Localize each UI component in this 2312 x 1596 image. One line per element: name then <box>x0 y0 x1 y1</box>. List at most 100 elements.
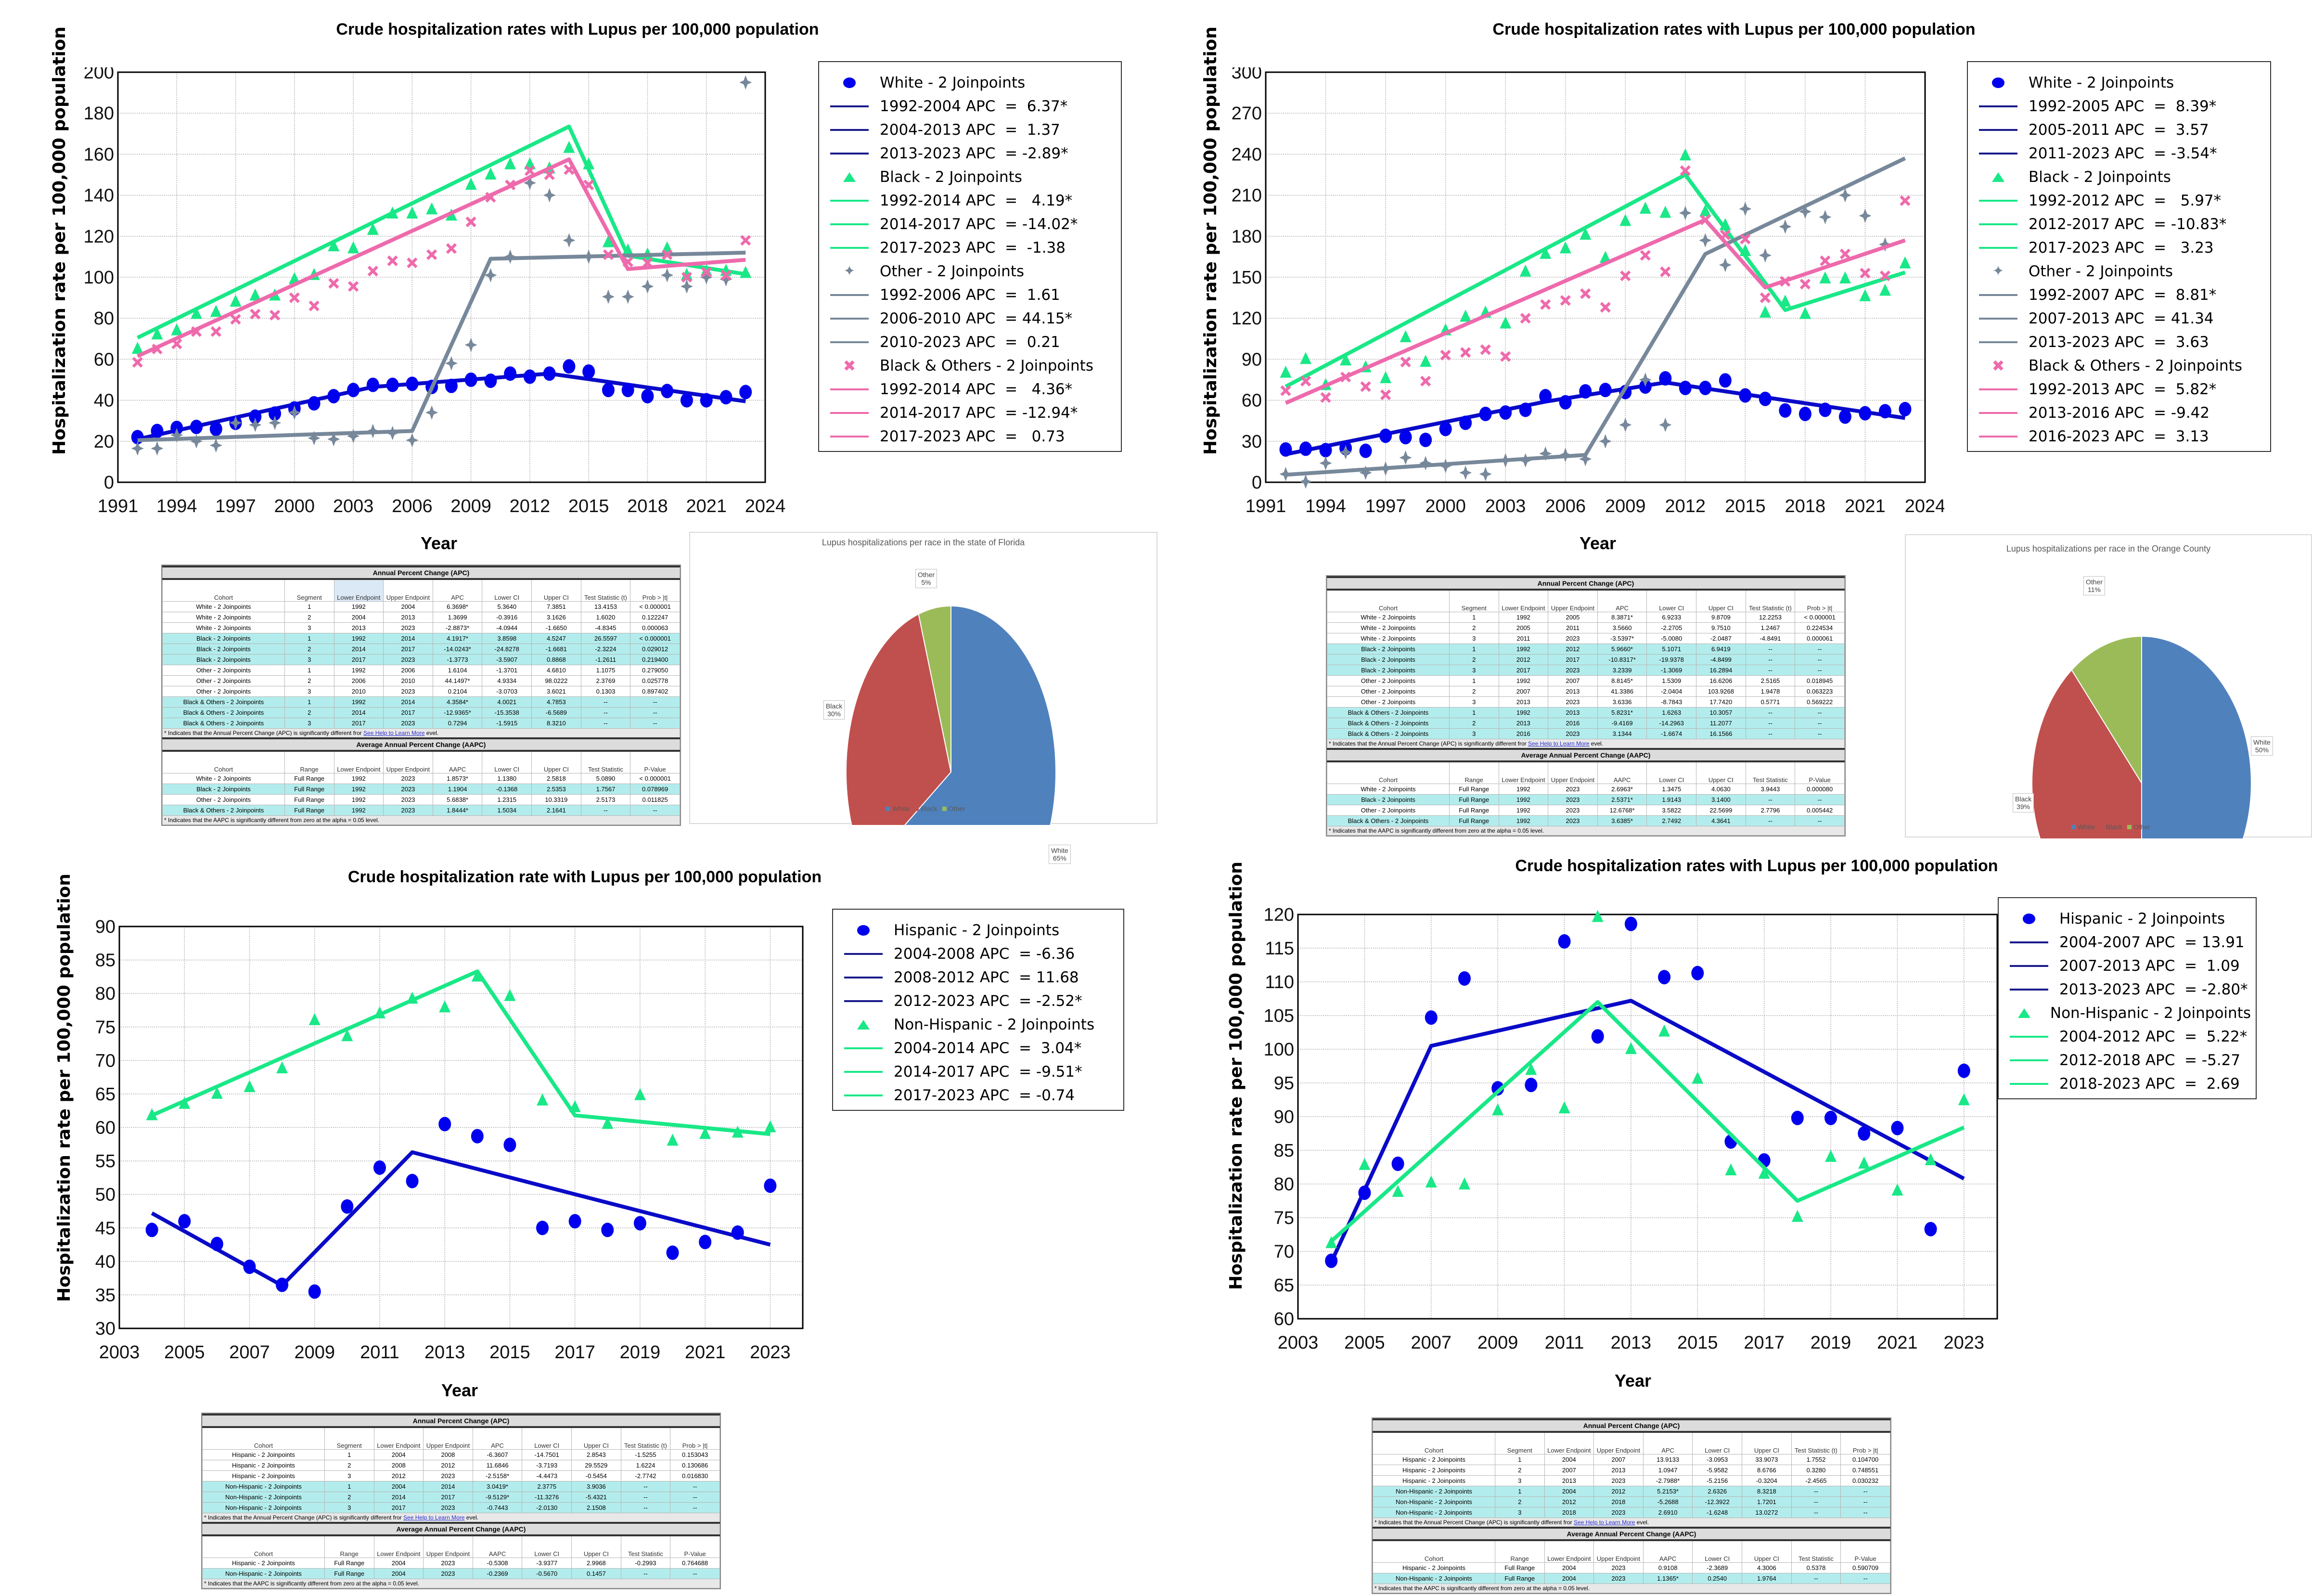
column-header: Upper Endpoint <box>383 750 433 773</box>
data-point <box>1838 409 1851 424</box>
table-cell: 5.6838* <box>432 794 483 805</box>
column-header: Upper CI <box>1742 1540 1792 1563</box>
x-tick-label: 1997 <box>1365 496 1406 516</box>
table-cell: 1 <box>1494 1486 1545 1497</box>
data-point <box>1519 402 1532 417</box>
x-tick-label: 1994 <box>1305 496 1346 516</box>
legend-segment-label: 2017-2023 APC = -1.38 <box>880 239 1066 257</box>
data-point <box>1799 307 1811 319</box>
table-cell: -- <box>1795 728 1845 739</box>
table-cell: 2018 <box>1593 1496 1644 1507</box>
data-point <box>699 1235 712 1249</box>
table-cell: 2005 <box>1498 622 1549 633</box>
line-swatch-icon <box>1977 427 2020 446</box>
column-header: APC <box>1597 589 1647 612</box>
data-point <box>1459 465 1472 480</box>
data-point <box>211 1086 223 1099</box>
aapc-footnote: * Indicates that the AAPC is significant… <box>1327 826 1845 836</box>
table-cell: 2.5818 <box>531 773 581 784</box>
data-point <box>367 266 378 277</box>
table-cell: 2023 <box>383 718 433 729</box>
column-header: Upper CI <box>571 1427 621 1450</box>
data-point <box>1899 402 1912 417</box>
data-point <box>269 309 281 321</box>
table-cell: 2013 <box>1498 696 1549 708</box>
pie-slice-white <box>904 605 1056 825</box>
pie-data-label-white: White 65% <box>1049 845 1071 864</box>
table-cell: Hispanic - 2 Joinpoints <box>202 1460 325 1471</box>
line-swatch-icon <box>828 191 871 210</box>
legend-series-label: White - 2 Joinpoints <box>880 74 1026 91</box>
x-tick-label: 2000 <box>274 496 315 516</box>
circle-marker-icon <box>828 73 871 92</box>
y-tick-label: 160 <box>84 144 114 165</box>
data-point <box>341 1029 353 1042</box>
column-header: Segment <box>1494 1431 1545 1454</box>
data-point <box>1499 453 1512 468</box>
legend-segment: 1992-2013 APC = 5.82* <box>1977 377 2265 401</box>
table-cell: 2004 <box>373 1481 424 1492</box>
table-cell: 2017 <box>1548 654 1598 665</box>
y-tick-label: 20 <box>94 432 114 452</box>
column-header: Lower Endpoint <box>373 1427 424 1450</box>
x-tick-label: 2019 <box>620 1342 661 1363</box>
data-point <box>171 323 183 335</box>
data-point <box>700 393 713 408</box>
see-help-link[interactable]: See Help to Learn More <box>403 1514 465 1521</box>
table-row: Other - 2 Joinpoints 1 1992 2007 8.8145* 1.53… <box>1327 675 1845 686</box>
data-point <box>249 288 261 301</box>
table-cell: Black & Others - 2 Joinpoints <box>1327 728 1450 739</box>
table-row: Non-Hispanic - 2 Joinpoints 1 2004 2014 3.04… <box>202 1481 720 1492</box>
see-help-link[interactable]: See Help to Learn More <box>1528 740 1590 747</box>
table-cell: Full Range <box>1449 815 1499 826</box>
y-tick-label: 70 <box>95 1051 116 1071</box>
data-point <box>622 243 634 256</box>
table-cell: White - 2 Joinpoints <box>162 773 285 784</box>
table-cell: 2 <box>1494 1465 1545 1476</box>
table-cell: Other - 2 Joinpoints <box>1327 686 1450 697</box>
legend-segment-label: 2006-2010 APC = 44.15* <box>880 309 1073 327</box>
data-point <box>1839 271 1851 283</box>
legend-swatch-icon <box>2099 825 2104 829</box>
legend-segment-label: 2017-2023 APC = 0.73 <box>880 427 1065 445</box>
pie-legend-label: Other <box>948 805 965 812</box>
table-row: Black & Others - 2 Joinpoints 1 1992 2014 4.… <box>162 696 680 708</box>
table-cell: 2016 <box>1498 728 1549 739</box>
table-cell: 8.3218 <box>1742 1486 1792 1497</box>
legend-swatch-icon <box>914 807 919 811</box>
table-cell: Black & Others - 2 Joinpoints <box>1327 707 1450 718</box>
table-cell: 1992 <box>1498 675 1549 686</box>
data-point <box>1699 381 1712 396</box>
y-tick-label: 50 <box>95 1185 116 1205</box>
see-help-link[interactable]: See Help to Learn More <box>363 730 425 736</box>
table-cell: White - 2 Joinpoints <box>1327 622 1450 633</box>
x-tick-label: 2015 <box>489 1342 530 1363</box>
x-tick-label: 2021 <box>686 496 727 516</box>
table-cell: 0.005442 <box>1795 805 1845 816</box>
data-point <box>1859 208 1872 223</box>
table-cell: -1.5915 <box>482 718 532 729</box>
column-header: P-Value <box>670 1535 720 1558</box>
table-cell: 0.224534 <box>1795 622 1845 633</box>
data-point <box>230 295 242 307</box>
table-cell: -0.2369 <box>472 1568 523 1579</box>
table-cell: White - 2 Joinpoints <box>162 622 285 633</box>
series-hispanic-2-joinpoints <box>145 1117 777 1299</box>
x-marker-icon: ✖ <box>843 356 856 375</box>
table-cell: -- <box>1745 665 1796 676</box>
data-point <box>680 393 693 408</box>
data-point <box>171 338 182 349</box>
table-cell: 2004 <box>1544 1562 1594 1573</box>
table-cell: 2012 <box>1548 644 1598 655</box>
table-cell: -0.5670 <box>522 1568 572 1579</box>
table-cell: -- <box>630 707 680 718</box>
x-tick-label: 2005 <box>164 1342 205 1363</box>
table-cell: 0.2104 <box>432 686 483 697</box>
aapc-section-title: Average Annual Percent Change (AAPC) <box>202 1522 720 1536</box>
table-cell: -4.8345 <box>580 622 631 633</box>
see-help-link[interactable]: See Help to Learn More <box>1574 1519 1635 1526</box>
table-cell: 1.9478 <box>1745 686 1796 697</box>
triangle-marker-icon <box>828 167 871 187</box>
triangle-marker-icon <box>842 1015 885 1034</box>
column-header: Lower CI <box>522 1535 572 1558</box>
